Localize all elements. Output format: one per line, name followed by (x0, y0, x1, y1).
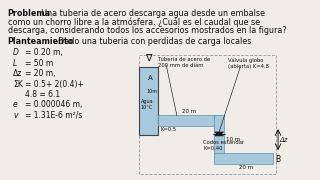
Polygon shape (215, 132, 223, 136)
Bar (139, 55, 276, 174)
Text: v: v (13, 111, 18, 120)
Text: 4.8 = 6.1: 4.8 = 6.1 (25, 90, 60, 99)
Text: Δz: Δz (279, 137, 287, 143)
Text: : Dado una tuberia con perdidas de carga locales: : Dado una tuberia con perdidas de carga… (53, 37, 251, 46)
Text: 10m: 10m (146, 89, 157, 94)
Text: descarga, considerando todos los accesorios mostrados en la figura?: descarga, considerando todos los accesor… (8, 26, 286, 35)
Text: Δz: Δz (13, 69, 22, 78)
Text: = 0.000046 m,: = 0.000046 m, (25, 100, 83, 109)
Text: Codos estandar
K=0.40: Codos estandar K=0.40 (203, 140, 244, 151)
Bar (214, 153, 273, 164)
Text: = 1.31E-6 m²/s: = 1.31E-6 m²/s (25, 111, 83, 120)
Text: = 0.20 m,: = 0.20 m, (25, 48, 63, 57)
Text: D: D (13, 48, 19, 57)
Text: Tuberia de acero de
200 mm de diám: Tuberia de acero de 200 mm de diám (158, 57, 211, 68)
Text: 10 m: 10 m (226, 137, 240, 142)
Text: Válvula globo
(abierta) K=4.8: Válvula globo (abierta) K=4.8 (228, 57, 269, 69)
Text: como un chorro libre a la atmósfera. ¿Cuál es el caudal que se: como un chorro libre a la atmósfera. ¿Cu… (8, 18, 260, 27)
Bar (214, 115, 224, 158)
Text: : Una tuberia de acero descarga agua desde un embalse: : Una tuberia de acero descarga agua des… (36, 9, 265, 18)
Text: L: L (13, 59, 17, 68)
Text: Problema: Problema (8, 9, 51, 18)
Polygon shape (215, 132, 223, 136)
Text: K=0.5: K=0.5 (160, 127, 176, 132)
Text: A: A (148, 75, 153, 81)
Text: 20 m: 20 m (239, 165, 253, 170)
Text: ∇: ∇ (145, 53, 152, 63)
Text: Planteamiento: Planteamiento (8, 37, 74, 46)
Text: ΣK: ΣK (13, 80, 23, 89)
Text: = 50 m: = 50 m (25, 59, 54, 68)
Text: Agua
10°C: Agua 10°C (141, 100, 153, 110)
Text: = 20 m,: = 20 m, (25, 69, 56, 78)
Text: e: e (13, 100, 18, 109)
Text: = 0.5+ 2(0.4)+: = 0.5+ 2(0.4)+ (25, 80, 84, 89)
Bar (158, 115, 219, 126)
Text: B: B (276, 155, 281, 164)
Text: 20 m: 20 m (181, 109, 196, 114)
Bar (139, 67, 158, 135)
